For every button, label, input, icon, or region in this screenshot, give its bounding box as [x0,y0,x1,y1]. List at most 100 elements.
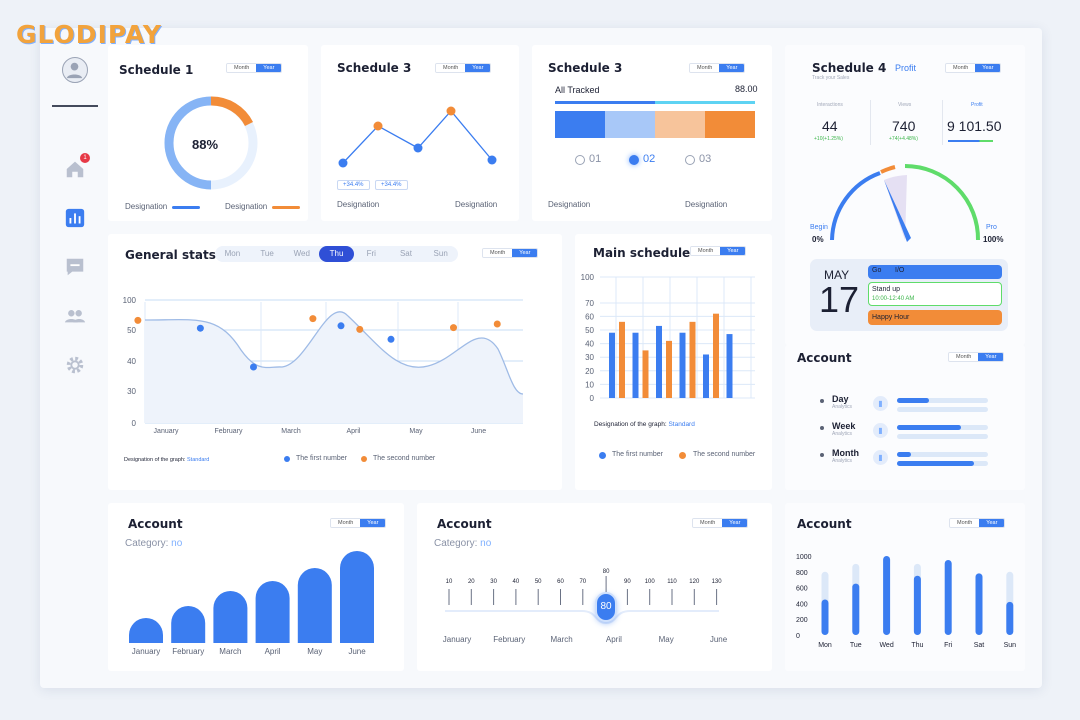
general-stats-card: General stats Mon Tue Wed Thu Fri Sat Su… [108,234,562,490]
day-tab[interactable]: Sat [399,249,412,258]
day-tab[interactable]: Fri [366,249,376,258]
year-tab[interactable]: Year [360,519,386,527]
month-tab[interactable]: Month [436,64,466,72]
analytics-icon: ▮ [873,396,888,411]
month-tab[interactable]: Month [693,519,723,527]
gauge-orange-arc [880,165,896,174]
event-go[interactable]: Go I/O [868,265,1002,279]
slider-handle[interactable]: 80 [595,592,617,622]
profit-tab[interactable]: Profit [895,63,917,73]
bar [297,568,332,643]
period-toggle[interactable]: Month Year [482,248,539,258]
account-row[interactable]: Week Analytics ▮ [820,421,1020,441]
year-tab[interactable]: Year [978,353,1004,361]
category-value[interactable]: no [171,538,183,549]
year-tab[interactable]: Year [465,64,491,72]
year-tab[interactable]: Year [719,64,745,72]
bar [913,575,921,635]
card-title: General stats [125,248,216,262]
year-tab[interactable]: Year [512,249,538,257]
x-tick-label: Fri [944,642,953,649]
tick-label: 110 [667,579,677,585]
users-icon[interactable] [64,305,86,332]
account-row[interactable]: Day Analytics ▮ [820,394,1020,414]
bar [619,321,625,398]
month-tab[interactable]: Month [483,249,513,257]
year-tab[interactable]: Year [722,519,748,527]
month-tab[interactable]: Month [227,64,257,72]
period-toggle[interactable]: Month Year [945,63,1002,73]
step-radio-icon [575,155,585,165]
period-toggle[interactable]: Month Year [949,518,1006,528]
account-row[interactable]: Month Analytics ▮ [820,448,1020,468]
slider-ruler[interactable]: 10 20 30 40 50 60 70 80 90 100 110 120 130 January Feb… [417,503,772,671]
calendar-month: MAY [824,268,850,282]
bar [666,340,672,398]
event-happy-hour[interactable]: Happy Hour [868,310,1002,325]
month-tab[interactable]: Month [949,353,979,361]
main-schedule-card: Main schedule Month Year 0 10 20 30 40 50 60 70… [575,234,772,490]
year-tab[interactable]: Year [720,247,746,255]
home-icon[interactable] [64,158,86,185]
bar [689,321,696,398]
legend-dot-orange [361,456,367,462]
year-tab[interactable]: Year [979,519,1005,527]
x-tick-label: May [307,647,322,656]
month-tab[interactable]: Month [691,247,721,255]
period-toggle[interactable]: Month Year [226,63,283,73]
period-toggle[interactable]: Month Year [692,518,749,528]
day-tab-active[interactable]: Thu [319,246,354,262]
day-tab[interactable]: Mon [224,249,241,258]
month-tab[interactable]: Month [331,519,361,527]
step-radio-icon [629,155,639,165]
day-selector[interactable]: Mon Tue Wed Thu Fri Sat Sun [215,246,458,262]
mini-line-chart [338,106,497,168]
y-tick-label: 1000 [796,554,812,561]
line-point [373,121,383,131]
year-tab[interactable]: Year [975,64,1001,72]
legend-swatch-orange [272,206,300,209]
data-point [387,335,395,343]
message-icon[interactable] [64,256,86,283]
day-tab[interactable]: Wed [293,249,310,258]
period-toggle[interactable]: Month Year [690,246,747,256]
month-tab[interactable]: Month [690,64,720,72]
account-bars-card: Account Category: no Month Year January F… [108,503,404,671]
period-toggle[interactable]: Month Year [948,352,1005,362]
bar [642,350,649,398]
sidebar-divider [52,105,98,107]
bar [703,354,709,398]
event-standup[interactable]: Stand up 10:00-12:40 AM [868,282,1002,306]
row-bullet [820,426,824,430]
month-label: April [606,635,622,644]
x-tick-label: Sat [974,642,985,649]
month-tab[interactable]: Month [946,64,976,72]
avatar[interactable] [62,57,88,83]
category-value[interactable]: no [480,538,492,549]
tick-label: 100 [645,579,656,585]
period-toggle[interactable]: Month Year [330,518,387,528]
row-label: Day [832,394,849,404]
line-point [446,106,456,116]
event-label: Stand up [872,286,901,293]
period-toggle[interactable]: Month Year [689,63,746,73]
period-toggle[interactable]: Month Year [435,63,492,73]
bar [713,313,719,398]
tick-label: 90 [624,579,631,585]
card-subtitle: Track your Sales [812,75,850,81]
day-tab[interactable]: Tue [260,249,274,258]
settings-icon[interactable] [64,354,86,381]
notification-badge: 1 [80,153,90,163]
month-tab[interactable]: Month [950,519,980,527]
y-tick-label: 50 [127,326,136,335]
tick-label: 70 [579,579,586,585]
day-tab[interactable]: Sun [433,249,448,258]
x-tick-label: Mon [818,642,832,649]
footer-link[interactable]: Standard [668,421,695,428]
segment-bar [555,111,755,138]
chart-icon[interactable] [64,207,86,234]
legend-label: The first number [296,455,347,462]
footer-link[interactable]: Standard [187,457,210,463]
card-title: Account [437,517,492,531]
year-tab[interactable]: Year [256,64,282,72]
